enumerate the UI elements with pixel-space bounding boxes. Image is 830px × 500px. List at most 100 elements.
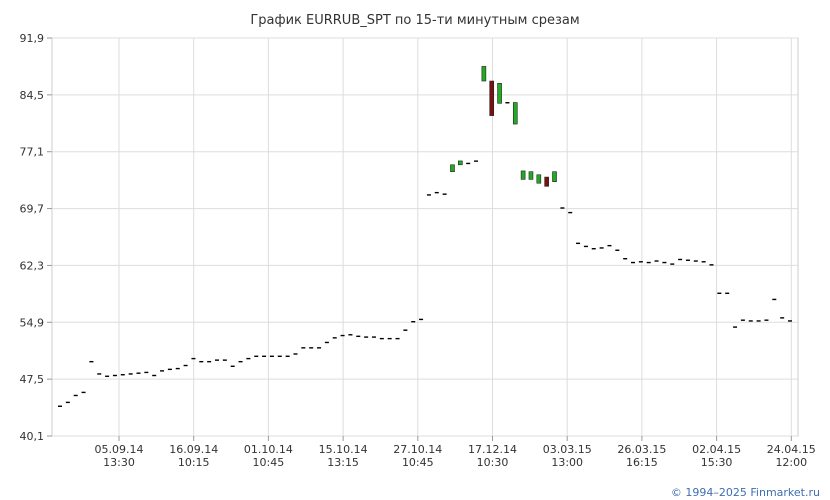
candle (536, 174, 542, 184)
candle (788, 320, 792, 322)
x-tick-label-time: 10:15 (178, 456, 210, 469)
candle (371, 336, 376, 338)
x-tick-label-time: 13:15 (327, 456, 359, 469)
candle (340, 334, 345, 337)
candle (293, 353, 298, 355)
candle (474, 160, 479, 162)
candle (756, 320, 761, 322)
candle (450, 164, 455, 172)
y-tick-label: 69,7 (20, 203, 45, 216)
x-tick-label-time: 16:15 (626, 456, 658, 469)
candle (246, 357, 251, 360)
candle (262, 355, 267, 357)
candle (105, 375, 110, 377)
chart-title: График EURRUB_SPT по 15-ти минутным срез… (250, 13, 579, 28)
candle (489, 80, 495, 116)
candle (646, 261, 651, 264)
candle (214, 359, 219, 361)
candle (112, 374, 117, 377)
candle (599, 247, 604, 249)
candle (544, 176, 549, 187)
candle (183, 364, 188, 367)
x-tick-label-time: 15:30 (701, 456, 733, 469)
candle (685, 259, 690, 261)
candle (662, 261, 667, 264)
candle (434, 191, 439, 194)
x-tick-label-time: 10:30 (477, 456, 509, 469)
candle (568, 211, 573, 214)
y-tick-label: 84,5 (20, 89, 45, 102)
x-tick-label-date: 26.03.15 (617, 443, 666, 456)
candle (230, 365, 235, 367)
candle (89, 360, 94, 363)
candle (631, 261, 636, 264)
candle (733, 326, 738, 328)
grid (51, 37, 799, 437)
candle (512, 102, 518, 125)
x-tick-label-date: 17.12.14 (468, 443, 517, 456)
candle (670, 263, 675, 265)
copyright[interactable]: © 1994–2025 Finmarket.ru (671, 486, 820, 499)
candle (466, 162, 471, 165)
y-tick-label: 47,5 (20, 373, 45, 386)
candle (615, 249, 620, 251)
candle (160, 370, 165, 372)
candle (505, 102, 510, 104)
candle (356, 335, 361, 338)
candle (426, 194, 431, 196)
candle (332, 337, 337, 339)
x-tick-label-time: 13:30 (103, 456, 135, 469)
x-tick-label-date: 24.04.15 (767, 443, 816, 456)
x-tick-label-date: 03.03.15 (543, 443, 592, 456)
candle (678, 258, 683, 261)
x-tick-label-date: 01.10.14 (244, 443, 293, 456)
candle (309, 347, 314, 349)
candle (583, 245, 588, 248)
candle (442, 193, 447, 195)
candle (623, 258, 628, 260)
candle (269, 355, 274, 357)
x-tick-label-date: 02.04.15 (692, 443, 741, 456)
candle (419, 318, 424, 321)
candle (748, 320, 753, 322)
candle (238, 360, 243, 363)
axes: 91,9 84,5 77,1 69,7 62,3 54,9 47,5 40,1 05.09.14… (20, 32, 816, 469)
candle (481, 66, 487, 82)
candle (144, 371, 149, 374)
candle (560, 207, 565, 209)
candle (591, 248, 596, 250)
candle (128, 373, 133, 375)
y-tick-label: 54,9 (20, 316, 45, 329)
candle (458, 160, 463, 166)
x-tick-label-time: 13:00 (551, 456, 583, 469)
x-tick-label-date: 16.09.14 (169, 443, 218, 456)
candle (167, 368, 172, 371)
candle (73, 394, 78, 397)
candle (772, 298, 777, 301)
candle (395, 337, 400, 340)
candle (222, 359, 227, 361)
candle (780, 317, 785, 319)
candle (740, 319, 745, 321)
plot-border (51, 37, 799, 437)
candle (709, 264, 714, 266)
candle (725, 292, 730, 294)
candle (717, 292, 722, 294)
x-tick-label-time: 10:45 (402, 456, 434, 469)
y-tick-label: 62,3 (20, 259, 45, 272)
candle (528, 171, 534, 180)
candle (207, 360, 212, 363)
candle (607, 244, 612, 247)
candle (324, 341, 329, 344)
candle (191, 357, 196, 360)
candle (120, 374, 125, 376)
candle (411, 321, 416, 323)
candle (387, 337, 392, 340)
candle (81, 391, 86, 394)
candle (136, 372, 141, 374)
candle (379, 337, 384, 340)
x-tick-label-date: 15.10.14 (319, 443, 368, 456)
candle (301, 347, 306, 349)
candle (65, 401, 70, 404)
candle (764, 319, 769, 321)
